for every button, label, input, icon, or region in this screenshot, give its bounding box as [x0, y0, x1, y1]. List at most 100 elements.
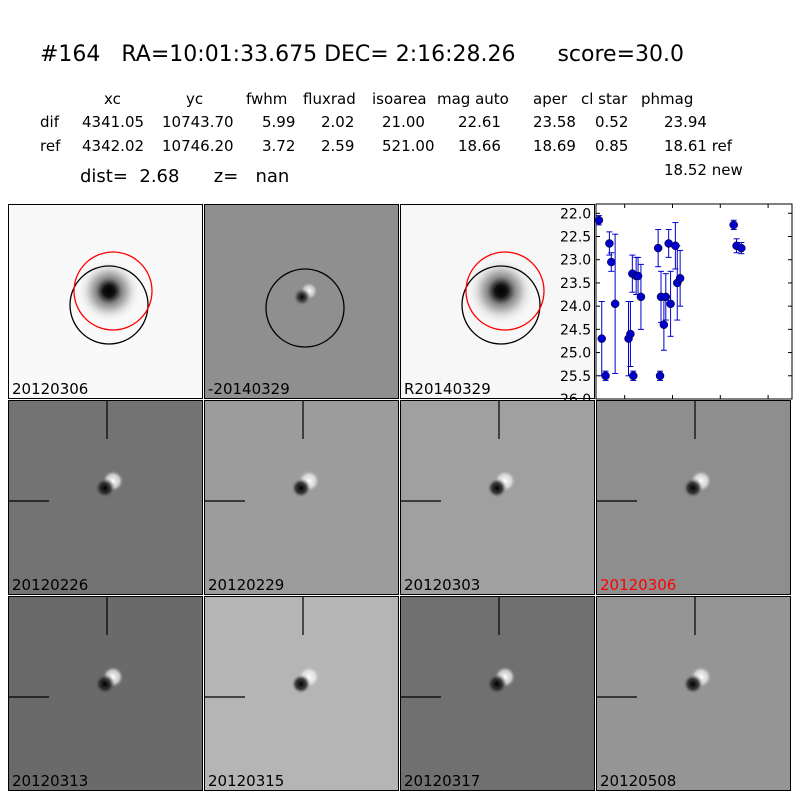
difference-stamp: 20120303 [400, 400, 595, 595]
difference-stamp-graphic [401, 597, 594, 790]
data-point [661, 292, 671, 302]
stamp-label: 20120317 [404, 772, 481, 790]
star-source [77, 259, 141, 323]
stamp-label: 20120303 [404, 576, 481, 594]
stamp-label: 20120229 [208, 576, 285, 594]
y-tick-label: 23.0 [560, 253, 591, 269]
stamp-new-image-graphic [9, 205, 202, 398]
table-cell: 2.02 [321, 113, 355, 131]
table-cell: 521.00 [382, 137, 435, 155]
data-point [607, 257, 616, 267]
residual-negative [487, 478, 507, 498]
data-point [605, 239, 614, 248]
difference-stamp-graphic [205, 597, 398, 790]
stamp-label: -20140329 [208, 380, 290, 398]
plot-frame [595, 203, 793, 400]
data-point [675, 274, 685, 283]
row-label: dif [40, 113, 59, 131]
y-tick-label: 25.0 [560, 346, 591, 362]
y-tick-label: 22.0 [560, 206, 591, 222]
difference-stamp: 20120306 [596, 400, 791, 595]
column-header: fluxrad [303, 90, 356, 108]
difference-stamp-graphic [205, 401, 398, 594]
data-point [626, 329, 635, 339]
column-header: isoarea [372, 90, 427, 108]
table-cell: 21.00 [382, 113, 425, 131]
data-point [629, 371, 638, 381]
column-header: aper [533, 90, 568, 108]
residual-negative [683, 674, 703, 694]
data-point [610, 299, 620, 309]
page-title: #164 RA=10:01:33.675 DEC= 2:16:28.26 sco… [40, 42, 684, 67]
table-cell: 3.72 [262, 137, 296, 155]
data-point [653, 243, 663, 253]
data-point [601, 371, 610, 381]
residual-negative [291, 674, 311, 694]
column-header: fwhm [246, 90, 288, 108]
table-cell: 22.61 [458, 113, 501, 131]
star-source [467, 257, 535, 325]
data-point [594, 216, 604, 225]
column-header: phmag [641, 90, 694, 108]
table-cell: 0.85 [595, 137, 629, 155]
distance-redshift-text: dist= 2.68 z= nan [80, 166, 290, 187]
stamp-label: 20120313 [12, 772, 89, 790]
difference-stamp: 20120229 [204, 400, 399, 595]
new-magnitude-text: 18.52 new [664, 161, 743, 179]
stamp-label: 20120306 [600, 576, 677, 594]
aperture-circle-black [69, 265, 149, 345]
table-cell: 5.99 [262, 113, 296, 131]
difference-stamp: 20120508 [596, 596, 791, 791]
difference-stamp-graphic [9, 401, 202, 594]
stamp-label: 20120315 [208, 772, 285, 790]
data-point [659, 320, 669, 329]
y-tick-label: 24.5 [560, 322, 591, 338]
table-cell: 4342.02 [82, 137, 145, 155]
data-point [597, 334, 606, 343]
aperture-circle-black [461, 265, 541, 345]
y-tick-label: 25.5 [560, 369, 591, 385]
difference-stamp-graphic [597, 597, 790, 790]
stamp-label: 20120306 [12, 380, 89, 398]
difference-stamp: 20120315 [204, 596, 399, 791]
data-point [633, 271, 643, 281]
data-point [636, 292, 646, 302]
residual-negative [487, 674, 507, 694]
difference-stamp-graphic [597, 401, 790, 594]
difference-stamp-graphic [9, 597, 202, 790]
difference-stamp: 20120317 [400, 596, 595, 791]
residual-negative [293, 288, 311, 306]
column-header: xc [104, 90, 121, 108]
stamp-new-image: 20120306 [8, 204, 203, 399]
table-cell: 18.66 [458, 137, 501, 155]
data-point [666, 299, 675, 309]
aperture-circle-red [465, 251, 545, 331]
stamp-reference-image: R20140329 [400, 204, 595, 399]
difference-stamp-graphic [401, 401, 594, 594]
table-cell: 23.58 [533, 113, 576, 131]
stamp-label: 20120226 [12, 576, 89, 594]
light-curve-panel: 22.022.523.023.524.024.525.025.526.0-500… [560, 203, 793, 419]
table-cell: 23.94 [664, 113, 707, 131]
y-tick-label: 23.5 [560, 276, 591, 292]
difference-stamp: 20120226 [8, 400, 203, 595]
aperture-circle-black [265, 268, 345, 348]
y-tick-label: 24.0 [560, 299, 591, 315]
table-cell: 4341.05 [82, 113, 145, 131]
residual-negative [95, 478, 115, 498]
data-point [655, 371, 665, 381]
light-curve-plot: 22.022.523.023.524.024.525.025.526.0-500… [560, 203, 793, 419]
table-cell: 18.69 [533, 137, 576, 155]
stamp-label: 20120508 [600, 772, 677, 790]
aperture-circle-red [73, 251, 153, 331]
residual-negative [683, 478, 703, 498]
data-point [729, 220, 738, 230]
table-cell: 18.61 ref [664, 137, 733, 155]
stamp-difference-image: -20140329 [204, 204, 399, 399]
stamp-reference-graphic [401, 205, 594, 398]
column-header: cl star [581, 90, 628, 108]
column-header: yc [186, 90, 204, 108]
row-label: ref [40, 137, 61, 155]
table-cell: 2.59 [321, 137, 355, 155]
column-header: mag auto [437, 90, 509, 108]
